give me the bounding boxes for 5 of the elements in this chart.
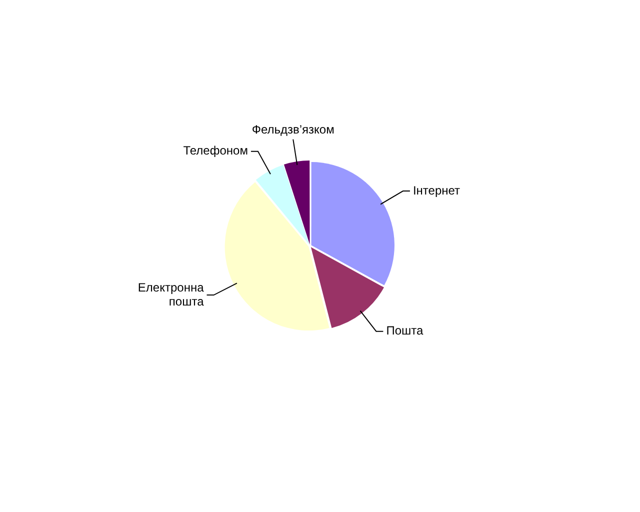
slice-label: Телефоном — [183, 144, 248, 158]
slice-label: Пошта — [386, 324, 424, 338]
slice-label: Фельдзв’язком — [252, 122, 334, 137]
slice-label: Інтернет — [412, 183, 461, 198]
slice-label: Електронна пошта — [138, 280, 204, 308]
